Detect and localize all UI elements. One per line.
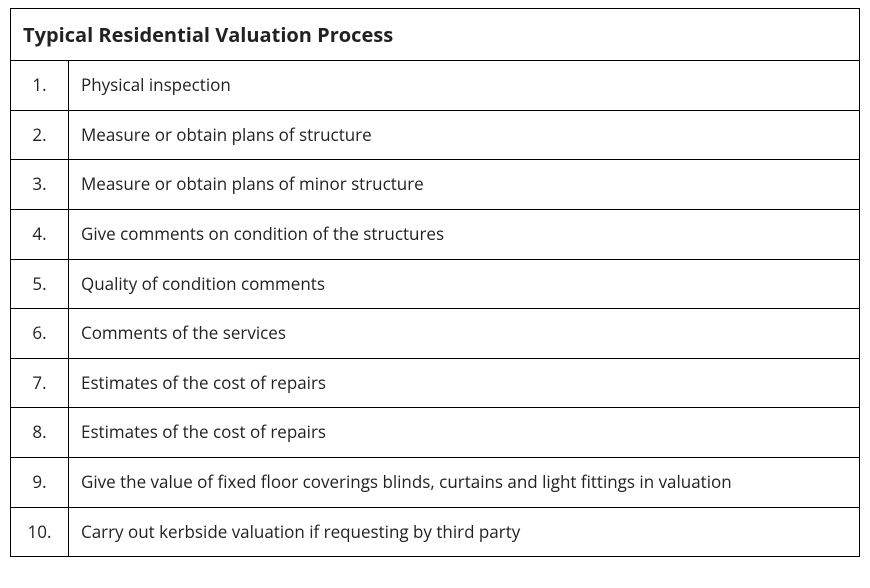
table-row: 1. Physical inspection <box>11 61 860 111</box>
row-number: 5. <box>11 259 69 309</box>
table-row: 5. Quality of condition comments <box>11 259 860 309</box>
row-text: Estimates of the cost of repairs <box>69 408 860 458</box>
table-row: 3. Measure or obtain plans of minor stru… <box>11 160 860 210</box>
table-row: 7. Estimates of the cost of repairs <box>11 358 860 408</box>
row-text: Measure or obtain plans of structure <box>69 110 860 160</box>
row-number: 2. <box>11 110 69 160</box>
row-number: 4. <box>11 209 69 259</box>
table-row: 4. Give comments on condition of the str… <box>11 209 860 259</box>
row-text: Estimates of the cost of repairs <box>69 358 860 408</box>
table-row: 9. Give the value of fixed floor coverin… <box>11 458 860 508</box>
row-text: Physical inspection <box>69 61 860 111</box>
row-number: 9. <box>11 458 69 508</box>
row-text: Quality of condition comments <box>69 259 860 309</box>
table-row: 10. Carry out kerbside valuation if requ… <box>11 507 860 557</box>
row-number: 3. <box>11 160 69 210</box>
row-text: Carry out kerbside valuation if requesti… <box>69 507 860 557</box>
row-number: 6. <box>11 309 69 359</box>
valuation-process-table: Typical Residential Valuation Process 1.… <box>10 8 860 557</box>
table-header-row: Typical Residential Valuation Process <box>11 9 860 61</box>
row-text: Give comments on condition of the struct… <box>69 209 860 259</box>
row-number: 8. <box>11 408 69 458</box>
table-row: 2. Measure or obtain plans of structure <box>11 110 860 160</box>
table-row: 8. Estimates of the cost of repairs <box>11 408 860 458</box>
row-text: Comments of the services <box>69 309 860 359</box>
row-number: 10. <box>11 507 69 557</box>
table-row: 6. Comments of the services <box>11 309 860 359</box>
row-number: 7. <box>11 358 69 408</box>
row-text: Measure or obtain plans of minor structu… <box>69 160 860 210</box>
row-text: Give the value of fixed floor coverings … <box>69 458 860 508</box>
table-title: Typical Residential Valuation Process <box>11 9 860 61</box>
row-number: 1. <box>11 61 69 111</box>
document-page: Typical Residential Valuation Process 1.… <box>0 0 870 567</box>
